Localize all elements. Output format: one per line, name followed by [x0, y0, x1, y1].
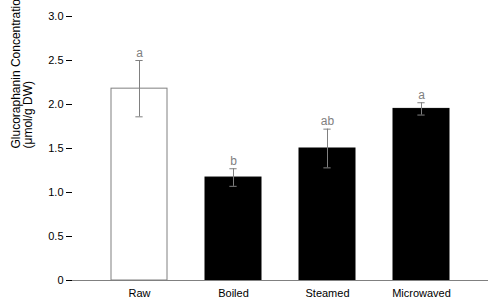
svg-text:0: 0 [57, 274, 63, 286]
svg-text:Glucoraphanin Concentration(μm: Glucoraphanin Concentration(μmol/g DW) [9, 0, 35, 149]
svg-text:0.5: 0.5 [48, 230, 63, 242]
svg-text:Steamed: Steamed [305, 287, 349, 299]
svg-text:Raw: Raw [128, 287, 150, 299]
svg-text:b: b [230, 154, 237, 168]
svg-text:Microwaved: Microwaved [392, 287, 451, 299]
svg-text:2.5: 2.5 [48, 54, 63, 66]
svg-text:1.0: 1.0 [48, 186, 63, 198]
svg-text:ab: ab [321, 114, 335, 128]
svg-text:3.0: 3.0 [48, 10, 63, 22]
svg-text:a: a [418, 88, 425, 102]
svg-text:Boiled: Boiled [218, 287, 249, 299]
svg-text:a: a [136, 46, 143, 60]
svg-text:2.0: 2.0 [48, 98, 63, 110]
svg-text:1.5: 1.5 [48, 142, 63, 154]
